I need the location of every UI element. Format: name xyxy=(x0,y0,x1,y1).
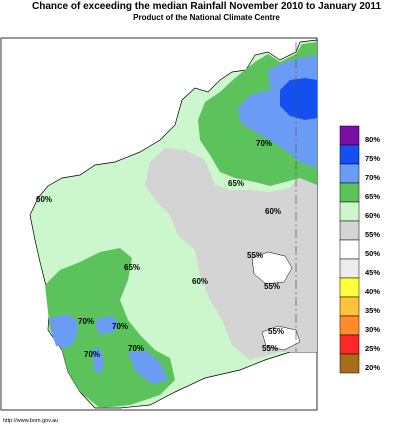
legend-swatch xyxy=(339,258,360,279)
region-75-north xyxy=(280,78,317,120)
legend-label: 25% xyxy=(365,344,380,353)
map-label: 70% xyxy=(78,317,94,326)
legend-label: 35% xyxy=(365,306,380,315)
legend-label: 50% xyxy=(365,249,380,258)
region-50-patch-south xyxy=(261,325,301,351)
region-70-sw-south xyxy=(92,348,104,375)
legend-label: 55% xyxy=(365,230,380,239)
map-title: Chance of exceeding the median Rainfall … xyxy=(31,1,382,12)
legend-label: 75% xyxy=(365,154,380,163)
legend-swatch xyxy=(339,277,360,298)
map-label: 60% xyxy=(265,207,281,216)
legend-swatch xyxy=(339,163,360,184)
legend-label: 70% xyxy=(365,173,380,182)
map-label: 70% xyxy=(84,350,100,359)
legend-swatch xyxy=(339,125,360,146)
legend-label: 80% xyxy=(365,135,380,144)
legend-label: 60% xyxy=(365,211,380,220)
map-label: 55% xyxy=(262,344,278,353)
legend-swatch xyxy=(339,182,360,203)
legend-label: 65% xyxy=(365,192,380,201)
map-label: 55% xyxy=(264,282,280,291)
map-label: 60% xyxy=(36,195,52,204)
legend-swatch xyxy=(339,201,360,222)
map-label: 55% xyxy=(247,251,263,260)
legend-swatch xyxy=(339,144,360,165)
legend-swatch xyxy=(339,296,360,317)
map-label: 70% xyxy=(128,344,144,353)
legend-swatch xyxy=(339,353,360,374)
legend-label: 20% xyxy=(365,363,380,372)
map-label: 70% xyxy=(112,322,128,331)
legend-swatch xyxy=(339,315,360,336)
region-50-patch-north xyxy=(251,251,293,285)
legend-label: 45% xyxy=(365,268,380,277)
region-70-sw-east xyxy=(128,350,168,384)
source-credit: http://www.bom.gov.au xyxy=(3,418,59,424)
legend-label: 30% xyxy=(365,325,380,334)
map-subtitle: Product of the National Climate Centre xyxy=(133,13,280,22)
map-label: 65% xyxy=(228,179,244,188)
map-label: 55% xyxy=(268,327,284,336)
legend-label: 40% xyxy=(365,287,380,296)
map-label: 65% xyxy=(124,263,140,272)
legend-swatch xyxy=(339,334,360,355)
map-label: 70% xyxy=(256,139,272,148)
legend-swatch xyxy=(339,220,360,241)
region-70-sw-central xyxy=(95,316,118,334)
region-55-interior xyxy=(145,148,317,360)
region-70-sw-west xyxy=(50,314,78,348)
legend-swatch xyxy=(339,239,360,260)
map-label: 60% xyxy=(192,277,208,286)
legend: 80% 75% 70% 65% 60% 55% 50% 45% 40% 35% 30% 25% 20% xyxy=(339,125,380,374)
